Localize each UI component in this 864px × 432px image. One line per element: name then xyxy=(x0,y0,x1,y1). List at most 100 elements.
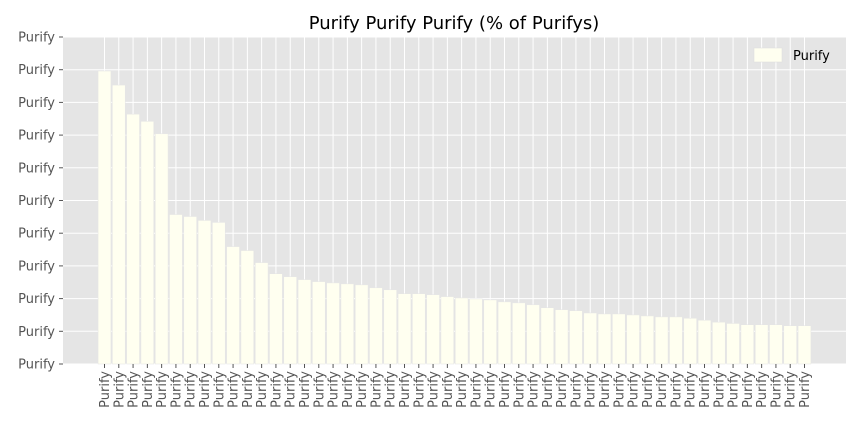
x-tick-label: Purify xyxy=(298,371,313,408)
x-tick-label: Purify xyxy=(284,371,299,408)
bar xyxy=(726,323,740,365)
x-tick-label: Purify xyxy=(227,371,242,408)
y-tick-label: Purify xyxy=(18,259,55,274)
x-tick-label: Purify xyxy=(127,371,142,408)
bar xyxy=(169,214,183,365)
x-tick-label: Purify xyxy=(327,371,342,408)
x-tick-label: Purify xyxy=(655,371,670,408)
x-tick-label: Purify xyxy=(684,371,699,408)
x-tick-label: Purify xyxy=(541,371,556,408)
x-tick-label: Purify xyxy=(698,371,713,408)
bar xyxy=(554,309,569,365)
x-tick-label: Purify xyxy=(384,371,399,408)
x-tick-label: Purify xyxy=(341,371,356,408)
bar xyxy=(112,84,126,365)
y-tick-label: Purify xyxy=(18,358,55,373)
x-tick-label: Purify xyxy=(441,371,456,408)
bar xyxy=(497,301,512,365)
x-tick-label: Purify xyxy=(555,371,570,408)
x-tick-label: Purify xyxy=(212,371,227,408)
bar xyxy=(569,310,583,365)
bar xyxy=(612,313,626,365)
bar xyxy=(183,216,197,365)
x-tick-label: Purify xyxy=(155,371,170,408)
bar xyxy=(226,246,240,365)
bar xyxy=(626,314,640,365)
legend-label: Purify xyxy=(793,49,830,64)
bar xyxy=(197,220,212,365)
x-tick-label: Purify xyxy=(584,371,599,408)
x-tick-label: Purify xyxy=(641,371,656,408)
x-tick-label: Purify xyxy=(484,371,499,408)
bar xyxy=(583,312,597,365)
x-axis-ticks: Purify Purify Purify Purify Purify Purify Puri… xyxy=(98,364,813,408)
x-tick-label: Purify xyxy=(512,371,527,408)
x-tick-label: Purify xyxy=(184,371,199,408)
chart-title: Purify Purify Purify (% of Purifys) xyxy=(309,13,600,34)
bar xyxy=(140,121,155,365)
bar xyxy=(540,307,555,365)
bar xyxy=(297,279,312,365)
bar xyxy=(154,133,169,365)
bar xyxy=(526,304,540,365)
x-tick-label: Purify xyxy=(369,371,384,408)
x-tick-label: Purify xyxy=(712,371,727,408)
x-tick-label: Purify xyxy=(569,371,584,408)
bar xyxy=(440,296,455,365)
x-tick-label: Purify xyxy=(498,371,513,408)
y-tick-label: Purify xyxy=(18,129,55,144)
x-tick-label: Purify xyxy=(169,371,184,408)
x-tick-label: Purify xyxy=(769,371,784,408)
x-tick-label: Purify xyxy=(455,371,470,408)
x-tick-label: Purify xyxy=(598,371,613,408)
bar xyxy=(740,324,755,365)
x-tick-label: Purify xyxy=(269,371,284,408)
bar xyxy=(354,284,369,365)
x-tick-label: Purify xyxy=(627,371,642,408)
x-tick-label: Purify xyxy=(398,371,413,408)
bar xyxy=(454,297,469,365)
bar xyxy=(97,70,112,365)
x-tick-label: Purify xyxy=(255,371,270,408)
y-tick-label: Purify xyxy=(18,325,55,340)
bar xyxy=(669,316,683,365)
x-tick-label: Purify xyxy=(784,371,799,408)
x-tick-label: Purify xyxy=(469,371,484,408)
bar xyxy=(683,317,697,365)
bar xyxy=(769,324,783,365)
legend-swatch xyxy=(753,47,783,63)
x-tick-label: Purify xyxy=(755,371,770,408)
bar xyxy=(754,324,769,365)
bar xyxy=(483,299,497,365)
x-tick-label: Purify xyxy=(612,371,627,408)
bar xyxy=(397,293,412,365)
bar xyxy=(240,250,255,365)
y-tick-label: Purify xyxy=(18,63,55,78)
x-tick-label: Purify xyxy=(98,371,113,408)
y-tick-label: Purify xyxy=(18,194,55,209)
y-tick-label: Purify xyxy=(18,31,55,46)
bar xyxy=(712,321,726,365)
x-tick-label: Purify xyxy=(527,371,542,408)
bar xyxy=(269,273,283,365)
x-tick-label: Purify xyxy=(427,371,442,408)
bar xyxy=(254,262,269,365)
y-tick-label: Purify xyxy=(18,227,55,242)
bar xyxy=(426,294,440,365)
x-tick-label: Purify xyxy=(312,371,327,408)
bar xyxy=(126,113,140,365)
x-tick-label: Purify xyxy=(355,371,370,408)
bar xyxy=(369,287,383,365)
bar xyxy=(469,298,483,365)
bar xyxy=(640,315,655,365)
x-tick-label: Purify xyxy=(198,371,213,408)
x-tick-label: Purify xyxy=(741,371,756,408)
x-tick-label: Purify xyxy=(141,371,156,408)
x-tick-label: Purify xyxy=(669,371,684,408)
y-tick-label: Purify xyxy=(18,292,55,307)
bar xyxy=(654,316,669,365)
bar xyxy=(597,313,612,365)
bar xyxy=(326,282,340,365)
bar xyxy=(512,302,526,365)
